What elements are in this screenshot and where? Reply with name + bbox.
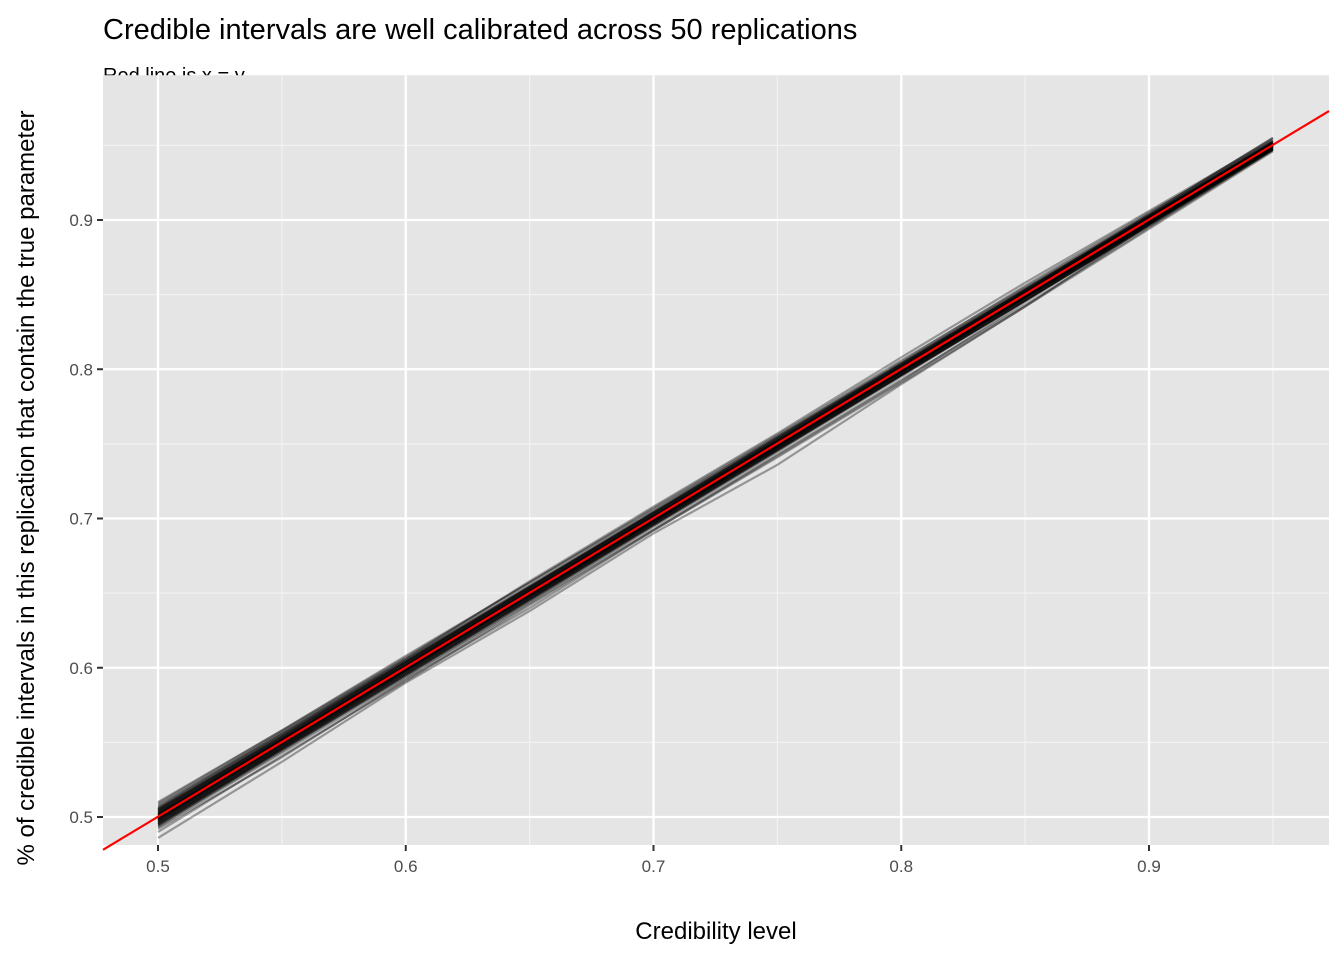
y-tick-label: 0.7 — [69, 510, 93, 529]
y-tick-label: 0.9 — [69, 211, 93, 230]
replication-line — [157, 145, 1274, 821]
x-axis-title: Credibility level — [635, 918, 796, 945]
replication-line — [157, 145, 1274, 820]
plot-panel — [103, 75, 1329, 846]
replication-line — [157, 139, 1274, 812]
replication-line — [157, 139, 1274, 808]
replication-line — [157, 141, 1274, 812]
replication-line — [157, 142, 1274, 814]
gridlines — [103, 75, 1329, 845]
replication-line — [157, 150, 1274, 833]
replication-line — [157, 145, 1274, 830]
replication-line — [157, 145, 1274, 820]
replication-line — [157, 138, 1274, 809]
y-tick-label: 0.6 — [69, 659, 93, 678]
replication-line — [157, 139, 1274, 807]
replication-line — [157, 148, 1274, 829]
x-tick-label: 0.7 — [642, 857, 666, 876]
replication-line — [157, 145, 1274, 820]
replication-line — [157, 145, 1274, 823]
y-tick-label: 0.5 — [69, 808, 93, 827]
replication-line — [157, 145, 1274, 821]
x-tick-label: 0.9 — [1137, 857, 1161, 876]
replication-line — [157, 147, 1274, 826]
replication-line — [157, 148, 1274, 824]
replication-line — [157, 145, 1274, 823]
replication-line — [157, 145, 1274, 821]
x-tick-label: 0.8 — [889, 857, 913, 876]
replication-line — [157, 148, 1274, 827]
reference-line-group — [102, 110, 1330, 851]
y-tick-label: 0.8 — [69, 360, 93, 379]
replication-line — [157, 142, 1274, 814]
axes: 0.5 0.6 0.7 0.8 0.9 0.5 0.6 0.7 0.8 0.9 — [69, 211, 1160, 876]
chart-title: Credible intervals are well calibrated a… — [103, 14, 857, 46]
replication-line — [157, 141, 1274, 812]
replication-line — [157, 141, 1274, 811]
replication-line — [157, 147, 1274, 821]
reference-line-x-equals-y — [102, 110, 1330, 851]
replication-line — [157, 148, 1274, 824]
replication-line — [157, 147, 1274, 824]
replication-line — [157, 147, 1274, 826]
replication-line — [157, 141, 1274, 809]
replication-line — [157, 147, 1274, 839]
x-tick-label: 0.5 — [146, 857, 170, 876]
replication-line — [157, 136, 1274, 805]
replication-line — [157, 147, 1274, 823]
x-tick-label: 0.6 — [394, 857, 418, 876]
replication-line — [157, 136, 1274, 804]
replication-line — [157, 141, 1274, 811]
replication-line — [157, 147, 1274, 827]
replication-line — [157, 147, 1274, 826]
y-axis-title: % of credible intervals in this replicat… — [13, 110, 40, 865]
